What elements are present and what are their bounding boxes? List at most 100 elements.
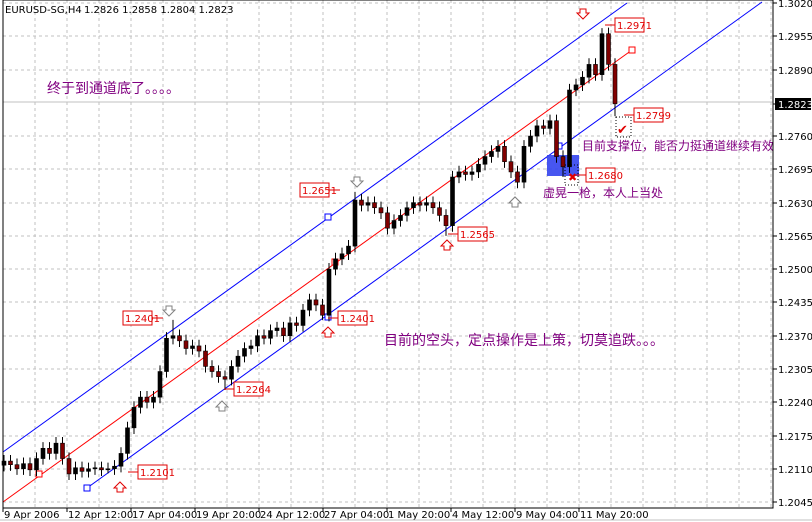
channel-anchor-handle[interactable] (324, 213, 332, 221)
bull-candle (521, 146, 527, 183)
channel-anchor-handle[interactable] (628, 46, 636, 54)
channel-anchor-handle[interactable] (83, 484, 91, 492)
price-label-high: 1.2651 (302, 186, 337, 197)
bear-candle (463, 171, 468, 175)
bull-candle (92, 467, 98, 470)
bear-candle (417, 202, 423, 206)
bull-candle (300, 309, 306, 326)
bull-candle (53, 442, 59, 454)
down-arrow-icon (575, 8, 591, 20)
bear-candle (216, 371, 221, 377)
bear-candle (66, 458, 72, 475)
current-price-label: 1.2823 (778, 100, 812, 111)
y-tick-label: 1.2760 (778, 132, 812, 143)
y-tick-label: 1.2500 (778, 265, 812, 276)
bear-candle (515, 171, 520, 183)
bull-candle (411, 202, 416, 209)
bear-candle (79, 467, 85, 472)
bull-candle (131, 407, 137, 429)
bull-candle (157, 371, 163, 398)
symbol-title: EURUSD-SG,H4 (5, 5, 82, 16)
x-tick-label: 12 Apr 12:00 (68, 510, 133, 521)
x-tick-label: 4 May 12:00 (452, 510, 514, 521)
bear-candle (320, 304, 325, 316)
price-label-low: 1.2101 (140, 468, 175, 479)
price-label-box (337, 310, 368, 326)
price-label-box (457, 226, 488, 242)
ohlc-header: 1.2826 1.2858 1.2804 1.2823 (84, 5, 234, 16)
bull-candle (125, 427, 130, 454)
bull-candle (242, 348, 247, 357)
bull-candle (346, 245, 351, 255)
down-arrow-icon (349, 176, 365, 188)
x-tick-label: 17 Apr 04:00 (132, 510, 197, 521)
bear-candle (281, 327, 286, 337)
x-tick-label: 9 May 04:00 (516, 510, 578, 521)
bull-candle (567, 89, 572, 168)
bear-candle (144, 396, 150, 403)
cross-icon: ✖ (568, 171, 577, 184)
bull-candle (495, 146, 501, 152)
up-arrow-icon (112, 481, 128, 493)
bull-candle (21, 463, 26, 470)
bear-candle (8, 460, 13, 465)
bear-candle (502, 146, 507, 162)
bull-candle (365, 202, 371, 206)
bear-candle (14, 464, 20, 470)
y-tick-label: 1.2240 (778, 398, 812, 409)
check-icon: ✔ (617, 123, 628, 138)
price-label-box (585, 167, 616, 183)
bull-candle (34, 458, 39, 471)
bear-candle (99, 467, 104, 471)
bull-candle (138, 396, 143, 408)
bull-candle (1, 460, 7, 466)
down-arrow-icon (161, 305, 177, 317)
bull-candle (469, 171, 475, 175)
bear-candle (60, 442, 65, 459)
bull-candle (450, 176, 455, 226)
price-labels: 1.2971 1.2799 1.2680 1.2651 1.2565 1.2401 1.24… (122, 17, 671, 480)
bull-candle (307, 299, 312, 311)
bull-candle (287, 322, 293, 336)
bull-candle (229, 366, 234, 380)
y-tick-label: 1.2565 (778, 232, 812, 243)
bull-candle (164, 337, 169, 372)
bull-candle (586, 64, 592, 78)
bull-candle (40, 448, 46, 459)
x-tick-label: 27 Apr 04:00 (324, 510, 389, 521)
bull-candle (599, 33, 605, 75)
up-arrow-icon (214, 400, 230, 412)
bear-candle (261, 335, 267, 339)
y-tick-label: 1.2890 (778, 66, 812, 77)
y-tick-label: 1.2110 (778, 465, 812, 476)
y-tick-label: 1.2955 (778, 32, 812, 43)
x-tick-label: 1 May 20:00 (388, 510, 450, 521)
price-label-box (299, 182, 330, 198)
bear-candle (612, 64, 618, 105)
bull-candle (391, 220, 397, 229)
y-tick-label: 1.2305 (778, 365, 812, 376)
bull-candle (424, 202, 429, 206)
price-label-box (233, 381, 264, 397)
bull-candle (248, 345, 254, 349)
bull-candle (528, 135, 533, 147)
bull-candle (326, 268, 332, 316)
bull-candle (268, 330, 273, 339)
annotation-text: 目前支撑位，能否力挺通道继续有效 (582, 138, 774, 153)
price-axis[interactable]: 1.3020 1.2955 1.2890 1.2823 1.2760 1.2695 1.26… (773, 0, 812, 509)
up-arrow-icon (507, 196, 523, 208)
annotation-text: 虚晃一枪，本人上当处 (543, 185, 663, 200)
price-label-low: 1.2799 (636, 111, 671, 122)
channel-lower-line (86, 1, 763, 489)
price-label-low: 1.2401 (340, 314, 375, 325)
y-tick-label: 1.2435 (778, 298, 812, 309)
up-arrow-icon (439, 239, 455, 251)
bear-candle (430, 202, 436, 209)
regression-channel[interactable] (2, 1, 763, 503)
dotted-box (615, 116, 632, 138)
bull-candle (112, 465, 117, 470)
bear-candle (593, 64, 598, 75)
